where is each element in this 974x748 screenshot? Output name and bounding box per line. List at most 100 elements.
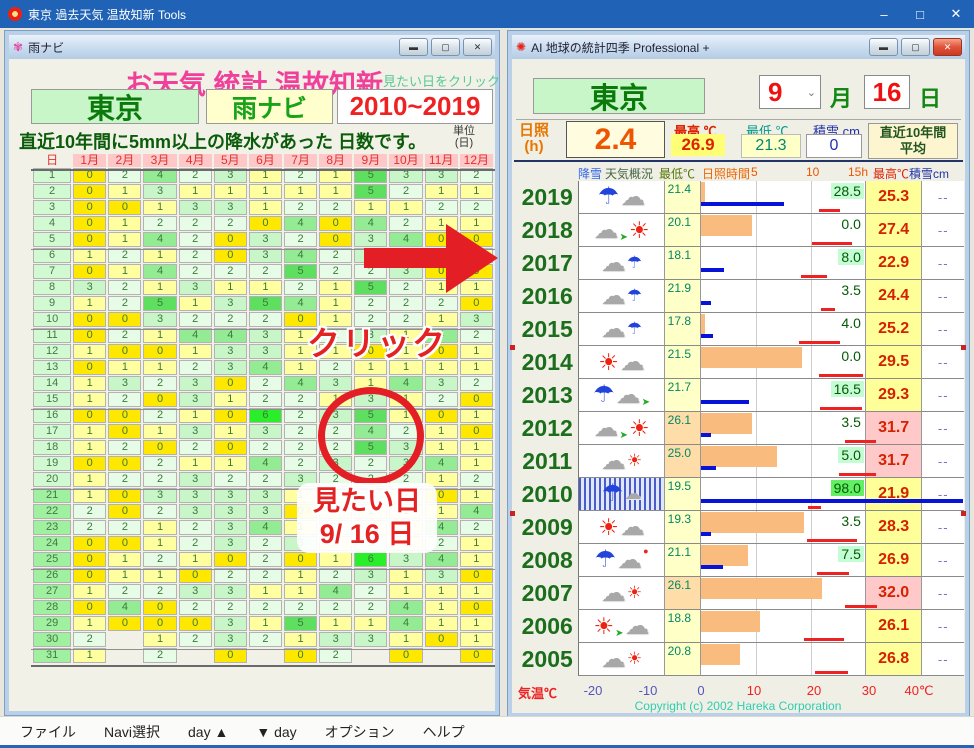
rain-count-cell[interactable]: 2 [178,264,212,279]
rain-count-cell[interactable]: 2 [213,216,247,231]
rain-count-cell[interactable]: 0 [143,392,177,407]
rain-count-cell[interactable]: 2 [319,248,353,263]
rain-count-cell[interactable]: 0 [143,344,177,359]
menu-item-3[interactable]: ▼ day [256,723,297,740]
year-row[interactable]: 2006 ☀ ➤ ☁ 18.8 26.1 -- [516,610,965,643]
rain-count-cell[interactable]: 0 [73,264,107,279]
rain-count-cell[interactable]: 4 [284,216,318,231]
rain-count-cell[interactable]: 1 [143,280,177,295]
rain-count-cell[interactable]: 4 [284,248,318,263]
rain-count-cell[interactable]: 3 [213,616,247,631]
menu-item-2[interactable]: day ▲ [188,723,229,740]
rain-count-cell[interactable]: 4 [389,232,423,247]
rain-count-cell[interactable]: 5 [284,264,318,279]
rain-count-cell[interactable]: 2 [284,280,318,295]
rain-count-cell[interactable]: 1 [459,616,493,631]
rain-count-cell[interactable]: 2 [108,392,142,407]
rain-count-cell[interactable]: 2 [143,648,177,663]
rain-count-cell[interactable]: 1 [213,280,247,295]
rain-count-cell[interactable]: 2 [319,328,353,343]
rain-count-cell[interactable]: 1 [248,184,283,199]
rain-count-cell[interactable]: 4 [248,520,283,535]
menu-item-4[interactable]: オプション [324,723,395,740]
rain-count-cell[interactable]: 0 [319,216,353,231]
year-row[interactable]: 2015 ☁ ☂ 17.8 4.0 25.2 -- [516,313,965,346]
rain-count-cell[interactable]: 2 [178,248,212,263]
rain-count-cell[interactable]: 1 [284,184,318,199]
rain-count-cell[interactable]: 1 [178,296,212,311]
stat-maximize-button[interactable]: ▢ [901,38,930,56]
rain-count-cell[interactable]: 2 [459,520,493,535]
rain-count-cell[interactable]: 2 [108,280,142,295]
year-row[interactable]: 2007 ☁ ☀ 26.1 32.0 -- [516,577,965,610]
rain-count-cell[interactable]: 1 [354,200,388,215]
rain-count-cell[interactable]: 0 [143,616,177,631]
rain-count-cell[interactable]: 2 [319,568,353,583]
rain-count-cell[interactable]: 2 [108,472,142,487]
rain-count-cell[interactable]: 1 [284,360,318,375]
rain-count-cell[interactable]: 1 [424,184,458,199]
rain-count-cell[interactable]: 2 [108,168,142,183]
stat-close-button[interactable]: ✕ [933,38,962,56]
year-row[interactable]: 2009 ☀ ☁ 19.3 3.5 28.3 -- [516,511,965,544]
rain-count-cell[interactable]: 0 [73,360,107,375]
rain-count-cell[interactable]: 1 [389,584,423,599]
rain-count-cell[interactable]: 4 [248,456,283,471]
rain-count-cell[interactable]: 4 [389,600,423,615]
rain-count-cell[interactable]: 3 [213,488,247,503]
rain-count-cell[interactable]: 0 [424,632,458,647]
rain-count-cell[interactable]: 1 [284,328,318,343]
rain-count-cell[interactable]: 2 [143,376,177,391]
rain-count-cell[interactable]: 2 [213,312,247,327]
rain-count-cell[interactable]: 3 [213,296,247,311]
rain-count-cell[interactable]: 1 [178,552,212,567]
rain-count-cell[interactable]: 2 [284,456,318,471]
rain-count-cell[interactable]: 2 [108,584,142,599]
rain-count-cell[interactable]: 5 [248,296,283,311]
rain-count-cell[interactable]: 3 [108,376,142,391]
rain-count-cell[interactable]: 0 [143,440,177,455]
rain-count-cell[interactable]: 1 [73,296,107,311]
rain-count-cell[interactable]: 1 [248,616,283,631]
rain-count-cell[interactable]: 3 [213,168,247,183]
rain-count-cell[interactable]: 1 [284,632,318,647]
rain-count-cell[interactable]: 0 [108,504,142,519]
rain-count-cell[interactable]: 1 [459,440,493,455]
navi-mode-box[interactable]: 雨ナビ [206,89,333,124]
rain-count-cell[interactable]: 2 [108,248,142,263]
rain-count-cell[interactable]: 1 [354,616,388,631]
rain-count-cell[interactable]: 2 [389,280,423,295]
rain-count-cell[interactable]: 2 [284,600,318,615]
rain-count-cell[interactable]: 2 [178,312,212,327]
rain-count-cell[interactable]: 1 [459,184,493,199]
rain-count-cell[interactable]: 1 [73,584,107,599]
rain-count-cell[interactable]: 0 [108,616,142,631]
rain-count-cell[interactable]: 2 [248,312,283,327]
rain-count-cell[interactable]: 2 [248,600,283,615]
rain-count-cell[interactable]: 2 [248,264,283,279]
rain-count-cell[interactable]: 2 [319,264,353,279]
rain-count-cell[interactable]: 2 [284,408,318,423]
menu-item-0[interactable]: ファイル [20,723,76,740]
rain-count-cell[interactable]: 1 [248,280,283,295]
rain-count-cell[interactable]: 2 [73,520,107,535]
rain-count-cell[interactable]: 2 [178,632,212,647]
rain-count-cell[interactable]: 2 [459,200,493,215]
rain-count-cell[interactable]: 4 [354,216,388,231]
rain-count-cell[interactable]: 3 [424,376,458,391]
rain-count-cell[interactable]: 0 [459,296,493,311]
rain-count-cell[interactable]: 0 [213,648,247,663]
year-row[interactable]: 2008 ☂ ☁ ● 21.1 7.5 26.9 -- [516,544,965,577]
rain-count-cell[interactable]: 5 [284,616,318,631]
rain-count-cell[interactable]: 2 [354,584,388,599]
rain-count-cell[interactable]: 3 [178,504,212,519]
rain-count-cell[interactable]: 1 [459,456,493,471]
rain-count-cell[interactable]: 0 [213,376,247,391]
year-row[interactable]: 2013 ☂ ☁ ➤ 21.7 16.5 29.3 -- [516,379,965,412]
rain-count-cell[interactable]: 1 [424,440,458,455]
rain-count-cell[interactable]: 0 [108,312,142,327]
rain-count-cell[interactable]: 0 [73,456,107,471]
rain-count-cell[interactable]: 0 [319,232,353,247]
rain-count-cell[interactable]: 1 [354,360,388,375]
rain-count-cell[interactable]: 2 [143,504,177,519]
